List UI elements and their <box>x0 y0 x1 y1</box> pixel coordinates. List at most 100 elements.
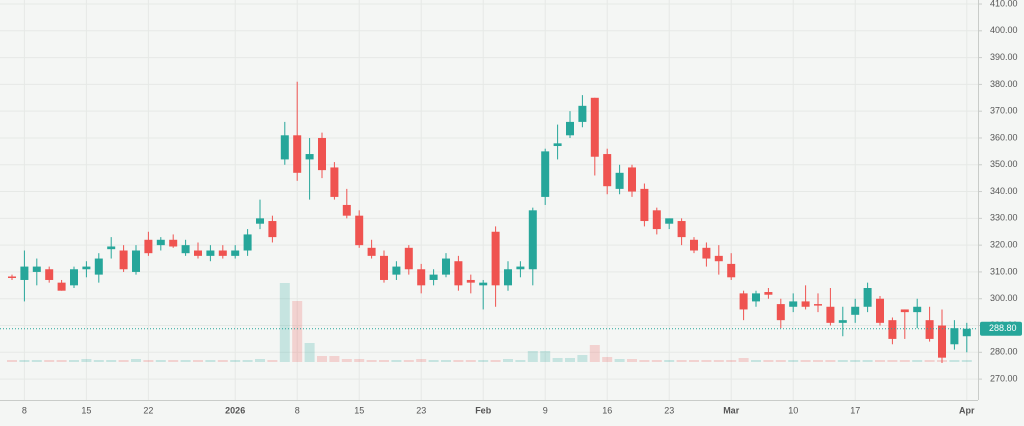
x-tick-label: 9 <box>543 405 548 415</box>
candle-body <box>70 269 78 286</box>
volume-bar <box>193 360 203 362</box>
candle-body <box>479 282 488 286</box>
candle-body <box>404 247 413 270</box>
candle-body <box>268 221 277 238</box>
candle-body <box>330 167 339 197</box>
volume-bar <box>862 360 873 362</box>
candle-body <box>814 304 822 306</box>
x-tick-label: 17 <box>850 405 860 415</box>
candle-body <box>45 269 54 280</box>
volume-bar <box>875 360 885 362</box>
volume-bar <box>788 360 799 362</box>
x-tick-label: 2026 <box>225 405 245 415</box>
candle-body <box>32 266 41 272</box>
volume-bar <box>379 360 389 362</box>
volume-bar <box>515 360 526 362</box>
y-tick-label: 270.00 <box>990 373 1018 383</box>
volume-bar <box>899 360 910 362</box>
candle-body <box>417 269 426 286</box>
volume-bar <box>676 360 687 362</box>
y-tick-label: 410.00 <box>990 0 1018 8</box>
candle-body <box>194 250 202 256</box>
y-tick-label: 310.00 <box>990 266 1018 276</box>
y-tick-label: 360.00 <box>990 132 1018 142</box>
volume-bar <box>69 360 79 362</box>
volume-bar <box>552 358 563 362</box>
volume-bar <box>56 360 67 362</box>
volume-bar <box>924 360 935 362</box>
x-tick-label: Feb <box>475 405 492 415</box>
candle-body <box>677 221 686 238</box>
last-price-label: 288.80 <box>989 323 1017 333</box>
y-tick-label: 280.00 <box>990 347 1018 357</box>
x-tick-label: Mar <box>723 405 740 415</box>
volume-bar <box>7 360 17 362</box>
candle-body <box>256 218 264 224</box>
volume-bar <box>726 360 737 362</box>
candle-body <box>82 266 91 270</box>
volume-bar <box>689 360 699 362</box>
volume-bar <box>267 360 278 362</box>
candle-body <box>776 304 785 321</box>
volume-bar <box>143 360 154 362</box>
volume-bar <box>961 360 972 362</box>
candle-body <box>714 255 723 262</box>
candle-body <box>900 309 909 313</box>
volume-bar <box>217 360 228 362</box>
x-tick-label: 22 <box>143 405 153 415</box>
volume-bar <box>738 358 749 362</box>
volume-bar <box>478 360 489 362</box>
volume-bar <box>602 357 613 362</box>
candle-body <box>392 266 401 275</box>
candle-body <box>528 210 537 270</box>
candle-body <box>380 255 388 280</box>
volume-bar <box>106 360 117 362</box>
candle-body <box>888 320 897 339</box>
y-tick-label: 400.00 <box>990 25 1018 35</box>
volume-bar <box>540 351 551 362</box>
y-tick-label: 350.00 <box>990 159 1018 169</box>
volume-bar <box>279 283 290 362</box>
candle-body <box>665 218 674 224</box>
candle-body <box>541 151 550 197</box>
candle-body <box>466 279 475 283</box>
last-price-box <box>980 321 1022 336</box>
x-tick-label: 10 <box>788 405 798 415</box>
candle-body <box>243 234 252 251</box>
candle-body <box>293 135 302 173</box>
volume-bar <box>366 360 377 362</box>
y-tick-label: 370.00 <box>990 106 1018 116</box>
candle-body <box>640 188 649 222</box>
candle-body <box>838 320 847 323</box>
volume-bar <box>81 359 92 362</box>
candle-body <box>925 320 934 339</box>
volume-bar <box>589 345 600 362</box>
candle-body <box>355 215 364 246</box>
candle-body <box>590 97 599 157</box>
candle-body <box>181 245 190 254</box>
volume-bar <box>825 360 836 362</box>
candle-body <box>442 258 450 275</box>
candle-body <box>764 292 773 295</box>
volume-bar <box>391 360 402 362</box>
x-tick-label: 8 <box>295 405 300 415</box>
candle-body <box>615 172 624 189</box>
candle-body <box>156 239 165 246</box>
candle-body <box>516 266 525 270</box>
volume-bar <box>850 360 861 362</box>
candle-body <box>739 293 748 310</box>
candle-body <box>938 325 946 358</box>
candle-body <box>863 288 872 307</box>
volume-bar <box>763 360 774 362</box>
candle-body <box>578 105 587 122</box>
candle-body <box>20 266 29 280</box>
volume-bar <box>44 360 55 362</box>
volume-bar <box>304 343 315 362</box>
volume-bar <box>490 360 501 362</box>
volume-bar <box>813 360 823 362</box>
volume-bar <box>800 360 811 362</box>
candle-body <box>851 306 860 315</box>
y-tick-label: 330.00 <box>990 213 1018 223</box>
volume-bar <box>118 360 129 362</box>
candle-body <box>57 282 66 291</box>
